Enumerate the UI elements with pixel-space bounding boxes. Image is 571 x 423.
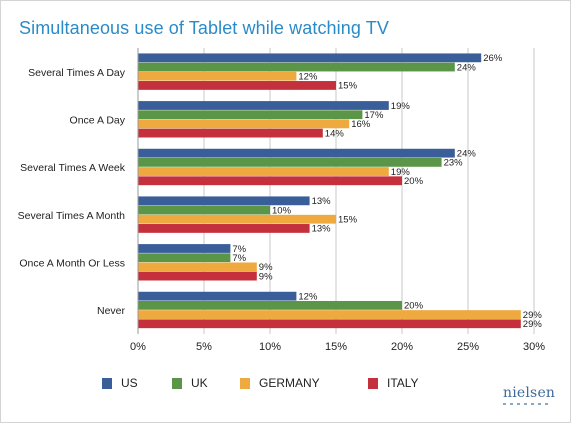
- bar: [138, 176, 402, 186]
- legend-swatch: [368, 377, 378, 389]
- data-label: 23%: [444, 158, 464, 169]
- data-label: 12%: [298, 72, 318, 83]
- data-label: 20%: [404, 176, 424, 187]
- legend-item: GERMANY: [240, 376, 320, 390]
- category-label: Several Times A Week: [20, 162, 126, 174]
- bar: [138, 119, 350, 129]
- bar: [138, 62, 455, 72]
- legend-label: ITALY: [387, 376, 419, 390]
- legend-item: ITALY: [368, 376, 419, 390]
- data-label: 19%: [391, 101, 411, 112]
- bar: [138, 71, 297, 81]
- bar: [138, 148, 455, 158]
- legend: US UK GERMANY ITALY: [102, 376, 432, 396]
- x-tick-label: 5%: [196, 341, 212, 353]
- bar: [138, 214, 336, 224]
- legend-label: US: [121, 376, 138, 390]
- data-label: 16%: [351, 119, 371, 130]
- legend-swatch: [240, 377, 250, 389]
- legend-swatch: [172, 377, 182, 389]
- bar: [138, 110, 363, 120]
- bar: [138, 196, 310, 206]
- bar: [138, 167, 389, 176]
- data-label: 12%: [298, 291, 318, 302]
- data-label: 19%: [391, 167, 411, 178]
- bar: [138, 262, 257, 272]
- data-label: 24%: [457, 62, 477, 73]
- chart-title: Simultaneous use of Tablet while watchin…: [19, 18, 389, 38]
- category-label: Several Times A Day: [28, 67, 126, 79]
- x-tick-label: 0%: [130, 341, 146, 353]
- data-label: 26%: [483, 53, 503, 64]
- bar: [138, 224, 310, 233]
- bar: [138, 310, 521, 319]
- x-tick-label: 25%: [457, 341, 479, 353]
- bar: [138, 205, 270, 215]
- data-label: 13%: [312, 224, 332, 235]
- bar: [138, 244, 231, 253]
- data-label: 9%: [259, 271, 273, 282]
- bar: [138, 128, 323, 138]
- category-label: Once A Month Or Less: [19, 258, 125, 270]
- category-label: Never: [97, 305, 126, 317]
- data-label: 14%: [325, 128, 345, 139]
- legend-label: GERMANY: [259, 376, 320, 390]
- bar: [138, 53, 482, 63]
- legend-item: UK: [172, 376, 208, 390]
- nielsen-logo: nielsen: [503, 385, 556, 401]
- bar: [138, 319, 521, 329]
- data-label: 24%: [457, 148, 477, 159]
- x-tick-label: 20%: [391, 341, 413, 353]
- bar: [138, 253, 231, 263]
- bar: [138, 291, 297, 301]
- category-label: Once A Day: [70, 115, 126, 127]
- bar: [138, 81, 336, 90]
- data-label: 7%: [232, 253, 246, 264]
- legend-item: US: [102, 376, 138, 390]
- x-tick-label: 15%: [325, 341, 347, 353]
- bar: [138, 271, 257, 281]
- data-label: 15%: [338, 215, 358, 226]
- data-label: 13%: [312, 196, 332, 207]
- nielsen-logo-dots: [503, 403, 548, 405]
- data-label: 17%: [364, 110, 384, 121]
- data-label: 9%: [259, 262, 273, 273]
- x-tick-label: 10%: [259, 341, 281, 353]
- bar: [138, 101, 389, 110]
- x-tick-label: 30%: [523, 341, 545, 353]
- data-label: 7%: [232, 244, 246, 255]
- bar-chart: 0% 5% 10% 15% 20% 25% 30% Several Times A Day 26…: [18, 48, 545, 353]
- bar: [138, 157, 442, 167]
- data-label: 20%: [404, 301, 424, 312]
- bar: [138, 300, 402, 310]
- legend-label: UK: [191, 376, 208, 390]
- data-label: 15%: [338, 81, 358, 92]
- data-label: 10%: [272, 205, 292, 216]
- data-label: 29%: [523, 310, 543, 321]
- category-label: Several Times A Month: [18, 210, 126, 222]
- legend-swatch: [102, 377, 112, 389]
- data-label: 29%: [523, 319, 543, 330]
